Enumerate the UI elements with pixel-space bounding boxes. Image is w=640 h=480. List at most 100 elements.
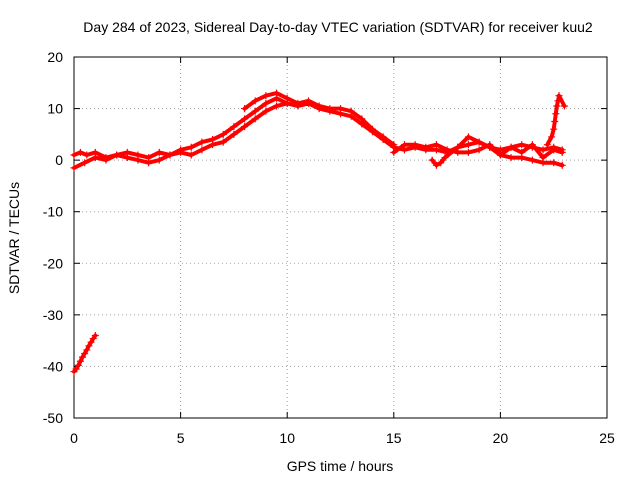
data-point [558,148,566,156]
data-point [554,97,562,105]
data-point [539,146,547,154]
data-point [507,143,515,151]
data-point [251,107,259,115]
x-tick-label: 15 [386,430,402,446]
data-point [102,156,110,164]
data-point [486,143,494,151]
data-point [145,159,153,167]
data-point [552,110,560,118]
data-point [496,151,504,159]
data-point [528,156,536,164]
data-point [85,342,93,350]
data-point [543,141,551,149]
data-point [428,156,436,164]
y-axis-label: SDTVAR / TECUs [6,182,22,294]
data-point [241,105,249,113]
data-point [241,123,249,131]
x-axis-label: GPS time / hours [287,458,394,474]
data-point [454,143,462,151]
data-point [273,102,281,110]
data-point [83,346,91,354]
data-point [315,102,323,110]
data-point [358,115,366,123]
y-tick-label: -20 [43,255,63,271]
data-point [553,102,561,110]
data-point [475,138,483,146]
series-lower-band [70,99,291,172]
x-tick-label: 20 [493,430,509,446]
y-tick-label: -50 [43,410,63,426]
data-point [432,161,440,169]
data-point [337,105,344,113]
data-point [550,159,558,167]
data-point [507,154,515,162]
data-point [74,361,82,369]
data-point [347,107,355,115]
data-point [134,156,142,164]
data-point [70,151,78,159]
data-point [528,141,536,149]
series-afternoon-band [390,141,566,162]
data-point [464,141,472,149]
data-point [251,115,259,123]
data-point [441,154,449,162]
series-early-drift [70,331,99,376]
data-point [400,141,408,149]
data-point [390,148,398,156]
data-point [539,159,547,167]
y-tick-label: 20 [47,49,63,65]
data-point [262,107,270,115]
data-point [326,105,334,113]
data-point [550,146,558,154]
data-point [230,130,238,138]
data-point [475,146,483,154]
data-point [230,123,238,131]
data-point [443,146,451,154]
data-point [411,141,419,149]
chart-title: Day 284 of 2023, Sidereal Day-to-day VTE… [83,19,593,35]
data-point [390,141,398,149]
data-point [198,138,206,146]
data-points [70,89,568,376]
x-tick-label: 10 [279,430,295,446]
data-point [262,92,270,100]
series-late-rise [543,92,568,149]
x-tick-label: 25 [599,430,615,446]
data-point [87,338,95,346]
data-point [518,154,526,162]
data-point [70,164,78,172]
y-tick-label: -30 [43,307,63,323]
data-point [155,148,163,156]
data-point [379,133,387,141]
series-upper-band [241,89,398,149]
data-point [241,115,249,123]
data-point [305,97,313,105]
axis-ticks: 0 5 10 15 20 25 -50 -40 -30 -20 -10 0 10 20 [43,49,615,446]
y-tick-label: 10 [47,101,63,117]
data-point [79,353,87,361]
data-point [219,138,227,146]
data-point [91,331,99,339]
data-point [177,148,185,156]
data-point [273,89,281,97]
data-point [464,133,472,141]
data-point [437,159,445,167]
data-point [76,357,84,365]
data-point [422,143,430,151]
y-tick-label: -40 [43,358,63,374]
data-point [262,99,270,107]
data-point [548,133,556,141]
data-point [91,154,99,162]
data-point [283,94,291,102]
data-point [551,117,559,125]
data-point [83,151,91,159]
data-point [187,151,195,159]
data-point [123,154,131,162]
plot-frame [73,56,608,419]
y-tick-label: -10 [43,204,63,220]
data-point [294,99,302,107]
data-point [76,148,84,156]
data-point [560,102,568,110]
y-tick-label: 0 [55,152,63,168]
